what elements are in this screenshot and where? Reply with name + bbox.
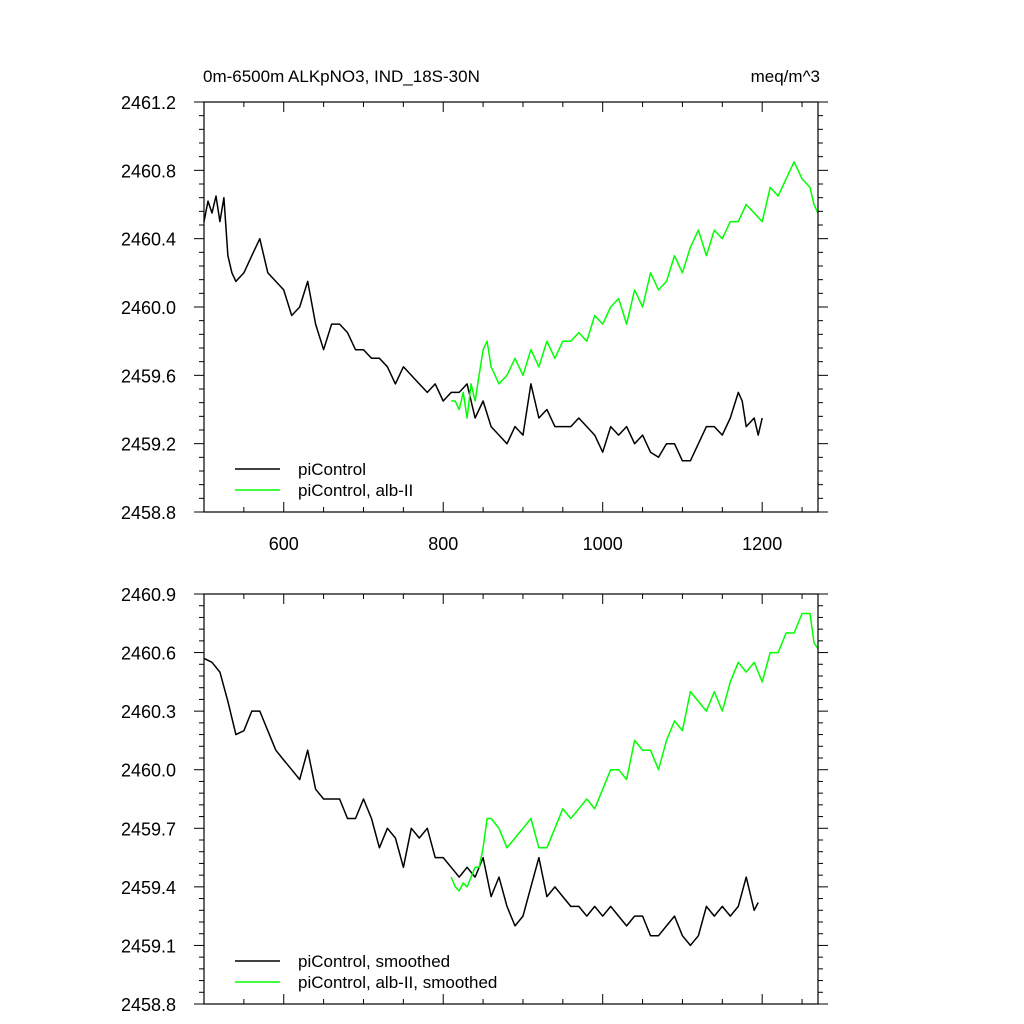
bottom-y-tick-label: 2460.6 — [121, 644, 176, 664]
units-label: meq/m^3 — [751, 67, 820, 86]
bottom-series-line-1 — [450, 612, 819, 892]
top-legend: piControl piControl, alb-II — [235, 460, 413, 500]
top-y-tick-label: 2461.2 — [121, 93, 176, 113]
top-x-tick-label: 1200 — [742, 534, 782, 554]
legend-label-piControl: piControl — [298, 460, 366, 479]
bottom-y-tick-label: 2460.3 — [121, 702, 176, 722]
top-panel: 600 800 1000 1200 2458.8 2459.2 2459.6 2460.0 24… — [121, 93, 828, 554]
legend-label-piControl-smoothed: piControl, smoothed — [298, 952, 450, 971]
top-x-tick-label: 800 — [428, 534, 458, 554]
top-y-tick-label: 2460.4 — [121, 230, 176, 250]
bottom-y-tick-label: 2460.9 — [121, 585, 176, 605]
chart-title: 0m-6500m ALKpNO3, IND_18S-30N — [203, 67, 480, 86]
bottom-plot-frame — [203, 593, 819, 1005]
bottom-y-tick-label: 2459.4 — [121, 878, 176, 898]
top-y-tick-label: 2460.0 — [121, 298, 176, 318]
legend-label-alb-II: piControl, alb-II — [298, 481, 413, 500]
bottom-y-tick-label: 2460.0 — [121, 761, 176, 781]
legend-label-alb-II-smoothed: piControl, alb-II, smoothed — [298, 973, 497, 992]
bottom-panel: 2458.8 2459.1 2459.4 2459.7 2460.0 2460.3 2460… — [121, 585, 828, 1015]
top-y-tick-label: 2459.6 — [121, 366, 176, 386]
top-x-tick-label: 600 — [269, 534, 299, 554]
bottom-series-line-0 — [203, 657, 759, 947]
bottom-y-tick-label: 2459.7 — [121, 819, 176, 839]
top-series-line-0 — [203, 195, 763, 462]
bottom-legend: piControl, smoothed piControl, alb-II, s… — [235, 952, 497, 992]
top-y-tick-label: 2459.2 — [121, 435, 176, 455]
top-x-tick-label: 1000 — [583, 534, 623, 554]
top-y-tick-label: 2460.8 — [121, 161, 176, 181]
top-series-line-1 — [451, 161, 819, 419]
top-y-tick-label: 2458.8 — [121, 503, 176, 523]
bottom-y-tick-label: 2459.1 — [121, 936, 176, 956]
bottom-y-tick-label: 2458.8 — [121, 995, 176, 1015]
